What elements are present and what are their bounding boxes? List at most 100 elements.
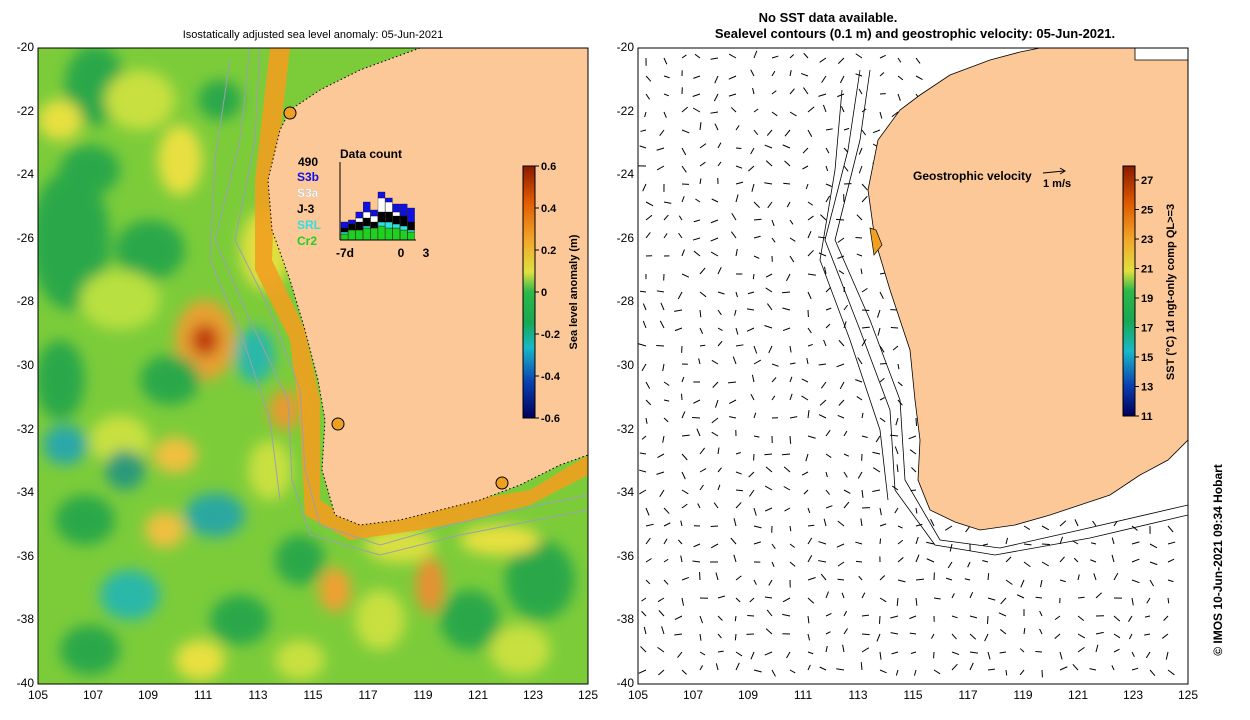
velocity-arrow (825, 195, 831, 203)
velocity-arrow (1167, 558, 1175, 563)
histogram-xtick-label: 3 (423, 246, 430, 260)
velocity-arrow (674, 327, 683, 332)
velocity-arrow (964, 578, 971, 581)
velocity-arrow (1149, 579, 1155, 587)
velocity-arrow (897, 93, 901, 101)
velocity-arrow (855, 541, 863, 545)
velocity-arrow (897, 539, 904, 545)
velocity-arrow (735, 165, 743, 169)
velocity-arrow (753, 435, 760, 438)
right-map-title-line1: No SST data available. (758, 10, 898, 25)
velocity-arrow (913, 669, 917, 676)
velocity-arrow (945, 577, 953, 581)
velocity-arrow (897, 557, 904, 563)
velocity-arrow (1039, 628, 1043, 635)
histogram-bar-segment (363, 217, 371, 227)
velocity-arrow (818, 541, 827, 545)
velocity-arrow (645, 417, 648, 424)
velocity-arrow (1167, 579, 1174, 583)
velocity-arrow (681, 669, 687, 675)
velocity-arrow (1089, 668, 1097, 671)
velocity-arrow (765, 466, 773, 473)
velocity-arrow (751, 374, 755, 383)
velocity-arrow (879, 651, 882, 660)
velocity-arrow (764, 325, 773, 329)
velocity-arrow (894, 507, 899, 514)
velocity-arrow (717, 484, 721, 491)
velocity-arrow (909, 615, 917, 620)
velocity-arrow (735, 327, 739, 335)
velocity-arrow (861, 647, 870, 653)
velocity-arrow (663, 381, 670, 386)
velocity-arrow (897, 57, 902, 63)
velocity-arrow (1059, 651, 1063, 660)
velocity-arrow (764, 182, 773, 185)
velocity-arrow (951, 593, 955, 599)
velocity-arrow (681, 106, 688, 113)
satellite-label-s3a: S3a (297, 186, 319, 200)
velocity-arrow (807, 106, 815, 113)
velocity-scale-arrow (1042, 170, 1065, 174)
velocity-arrow (1023, 525, 1031, 530)
y-tick-label: -22 (16, 103, 34, 118)
histogram-bar-segment (385, 197, 393, 203)
velocity-arrow (642, 303, 647, 311)
histogram-bar-segment (348, 223, 356, 231)
velocity-arrow (753, 525, 762, 529)
velocity-arrow (837, 237, 845, 243)
velocity-arrow (747, 614, 755, 617)
velocity-arrow (699, 143, 707, 149)
velocity-arrow (641, 435, 647, 440)
velocity-arrow (856, 214, 863, 221)
velocity-arrow (969, 592, 974, 599)
velocity-arrow (861, 412, 864, 419)
velocity-arrow (861, 129, 867, 136)
velocity-arrow (681, 196, 685, 203)
velocity-arrow (699, 633, 702, 641)
velocity-arrow (713, 502, 719, 509)
velocity-arrow (663, 214, 669, 221)
right-map-frame (637, 47, 1189, 685)
right-map: Geostrophic velocity 1 m/s 27 25 23 21 19 17 1… (637, 47, 1225, 685)
sla-colorbar (522, 165, 536, 419)
velocity-arrow (915, 417, 918, 427)
velocity-arrow (807, 651, 814, 655)
velocity-arrow (861, 326, 870, 329)
velocity-arrow (735, 471, 742, 475)
velocity-arrow (1090, 542, 1097, 545)
velocity-arrow (915, 578, 925, 581)
histogram-bar-segment (377, 211, 386, 223)
velocity-arrow (747, 291, 755, 295)
histogram-bar-segment (348, 229, 356, 241)
velocity-arrow (642, 320, 647, 329)
velocity-arrow (1073, 557, 1079, 563)
velocity-arrow (825, 183, 832, 187)
velocity-arrow (1016, 594, 1025, 599)
tide-gauge-marker (331, 417, 345, 431)
velocity-arrow (693, 543, 701, 548)
velocity-arrow (838, 399, 845, 406)
velocity-arrow (717, 161, 722, 167)
velocity-arrow (643, 626, 647, 635)
velocity-arrow (698, 358, 701, 365)
x-tick-label: 121 (467, 688, 489, 702)
credit-text: © IMOS 10-Jun-2021 09:34 Hobart (1211, 464, 1225, 656)
velocity-arrow (823, 518, 827, 527)
y-tick-label: -34 (16, 485, 34, 500)
velocity-arrow (1041, 525, 1050, 531)
histogram-bar-segment (407, 231, 415, 241)
velocity-arrow (1023, 543, 1032, 546)
velocity-arrow (823, 266, 827, 275)
velocity-arrow (645, 232, 651, 239)
velocity-arrow (663, 538, 668, 545)
velocity-arrow (662, 363, 665, 372)
velocity-arrow (678, 215, 683, 221)
velocity-arrow (782, 597, 791, 603)
velocity-arrow (731, 212, 737, 221)
velocity-arrow (861, 614, 870, 617)
velocity-arrow (663, 75, 670, 79)
velocity-arrow (645, 201, 654, 207)
velocity-arrow (837, 520, 845, 527)
velocity-arrow (1040, 579, 1043, 588)
velocity-arrow (699, 267, 706, 275)
